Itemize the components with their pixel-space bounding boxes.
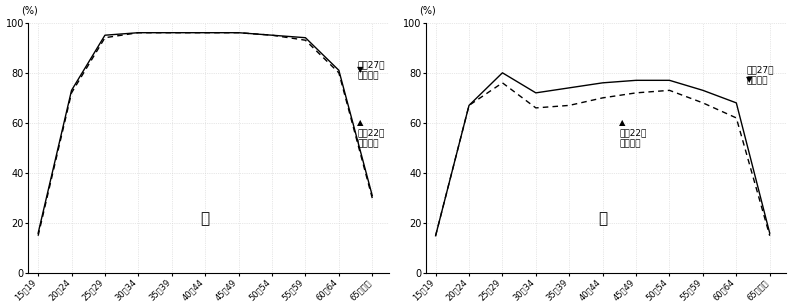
Text: ▲: ▲ xyxy=(357,118,364,127)
Text: 平成22年
（点線）: 平成22年 （点線） xyxy=(619,128,647,148)
Text: ▲: ▲ xyxy=(619,118,626,127)
Text: 男: 男 xyxy=(200,211,210,226)
Text: (%): (%) xyxy=(419,5,436,15)
Text: 平成27年
（実線）: 平成27年 （実線） xyxy=(746,65,774,85)
Text: 平成22年
（点線）: 平成22年 （点線） xyxy=(357,128,385,148)
Text: 女: 女 xyxy=(598,211,607,226)
Text: ▼: ▼ xyxy=(746,75,753,84)
Text: ▼: ▼ xyxy=(357,65,364,74)
Text: 平成27年
（実線）: 平成27年 （実線） xyxy=(357,60,385,80)
Text: (%): (%) xyxy=(21,5,38,15)
